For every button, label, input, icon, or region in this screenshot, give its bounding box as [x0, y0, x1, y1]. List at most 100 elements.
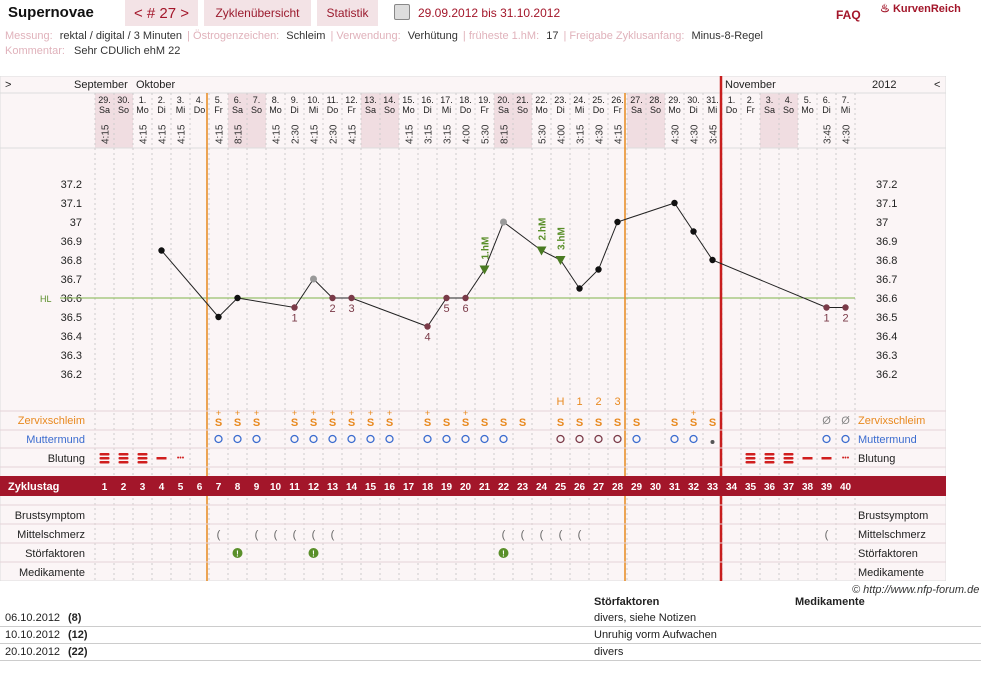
measure-time: 3:15: [443, 124, 454, 144]
mucus-mark: S: [348, 417, 355, 429]
measure-time: 8:15: [234, 124, 245, 144]
bleeding-mark: [745, 453, 756, 456]
mucus-plus: +: [330, 408, 335, 418]
row-label-left: Zervixschleim: [18, 415, 85, 427]
disturb-icon: [232, 548, 243, 558]
measure-time: 4:00: [557, 124, 568, 144]
day-number: 26.: [611, 95, 624, 105]
hm-label: 3.hM: [557, 227, 568, 250]
measure-time: 4:15: [348, 124, 359, 144]
print-icon[interactable]: [394, 4, 410, 20]
measure-time: 4:15: [614, 124, 625, 144]
weekday: So: [650, 105, 661, 115]
measure-time: 2:30: [291, 124, 302, 144]
cervix-symbol: [233, 434, 242, 444]
weekday: Mo: [535, 105, 548, 115]
bleeding-mark: [99, 457, 110, 460]
weekday: Sa: [498, 105, 509, 115]
weekday: So: [384, 105, 395, 115]
cycle-day-number: 11: [289, 482, 300, 493]
brand-logo[interactable]: ♨ KurvenReich: [880, 2, 961, 15]
hm-marker: [536, 246, 547, 256]
measure-time: 4:15: [272, 124, 283, 144]
row-label-right: Medikamente: [858, 567, 924, 579]
low-point: [462, 294, 469, 302]
cycle-day-number: 32: [688, 482, 700, 493]
low-point: [329, 294, 336, 302]
measure-time: 4:30: [842, 124, 853, 144]
mucus-mark: S: [614, 417, 621, 429]
cycle-navigation[interactable]: < # 27 >: [124, 0, 198, 26]
brand-name: KurvenReich: [892, 3, 961, 15]
cycle-day-number: 24: [536, 482, 548, 493]
mucus-plus: +: [387, 408, 392, 418]
tab-cycle-overview[interactable]: Zyklenübersicht: [203, 0, 311, 26]
midpain-mark: (: [502, 529, 506, 541]
bleeding-mark: [745, 461, 756, 464]
cycle-day-number: 14: [346, 482, 358, 493]
disturb-icon: [308, 548, 319, 558]
weekday: Mi: [442, 105, 452, 115]
cycle-day-number: 12: [308, 482, 320, 493]
day-number: 5.: [215, 95, 223, 105]
cervix-symbol: [594, 434, 603, 444]
mucus-mark: S: [462, 417, 469, 429]
cycle-day-number: 15: [365, 482, 377, 493]
weekday: Mi: [575, 105, 585, 115]
midpain-mark: (: [578, 529, 582, 541]
mucus-mark: S: [671, 417, 678, 429]
weekend-shade: [228, 93, 247, 148]
cycle-day-number: 40: [840, 482, 852, 493]
weekday: Do: [460, 105, 472, 115]
cycle-day-number: 36: [764, 482, 776, 493]
weekday: Fr: [480, 105, 489, 115]
cervix-symbol: [575, 434, 584, 444]
note-date: 06.10.2012: [5, 612, 61, 624]
weekend-shade: [380, 93, 399, 148]
row-label-left: Medikamente: [19, 567, 85, 579]
day-number: 24.: [573, 95, 586, 105]
bleeding-mark: [764, 461, 775, 464]
weekday: Mo: [269, 105, 282, 115]
cycle-day-number: 10: [270, 482, 282, 493]
cervix-symbol: [366, 434, 375, 444]
y-tick-right: 37.2: [876, 179, 897, 191]
y-tick-right: 36.8: [876, 255, 897, 267]
cervix-symbol: [841, 434, 850, 444]
mucus-plus: +: [254, 408, 259, 418]
cycle-day-number: 16: [384, 482, 396, 493]
weekday: Do: [327, 105, 339, 115]
low-label: 2: [842, 313, 848, 325]
hl-label: HL: [40, 294, 52, 304]
cycle-day-number: 13: [327, 482, 339, 493]
low-point: [424, 323, 431, 330]
row-label-right: Muttermund: [858, 434, 917, 446]
meta-value: Schleim: [283, 30, 329, 42]
nav-left-arrow: >: [5, 79, 11, 91]
weekday: Sa: [764, 105, 775, 115]
note-text: divers: [594, 646, 624, 658]
weekday: Fr: [746, 105, 755, 115]
tab-statistics[interactable]: Statistik: [316, 0, 378, 26]
cycle-day-number: 28: [612, 482, 624, 493]
weekday: Di: [157, 105, 166, 115]
comment-key: Kommentar:: [5, 45, 65, 57]
hm-label: 2.hM: [538, 218, 549, 241]
low-label: 3: [348, 303, 354, 315]
midpain-mark: (: [521, 529, 525, 541]
faq-link[interactable]: FAQ: [836, 8, 861, 22]
row-label-left: Brustsymptom: [15, 510, 85, 522]
mucus-mark: S: [633, 417, 640, 429]
midpain-mark: (: [217, 529, 221, 541]
weekday: Mo: [668, 105, 681, 115]
meta-value: rektal / digital / 3 Minuten: [56, 30, 186, 42]
low-point: [443, 294, 450, 302]
day-number: 27.: [630, 95, 643, 105]
weekend-shade: [760, 93, 779, 148]
day-number: 4.: [196, 95, 204, 105]
measure-time: 4:15: [177, 124, 188, 144]
y-tick-left: 36.4: [61, 331, 82, 343]
mucus-none: Ø: [841, 415, 850, 427]
mucus-plus: +: [216, 408, 221, 418]
weekend-shade: [494, 93, 513, 148]
